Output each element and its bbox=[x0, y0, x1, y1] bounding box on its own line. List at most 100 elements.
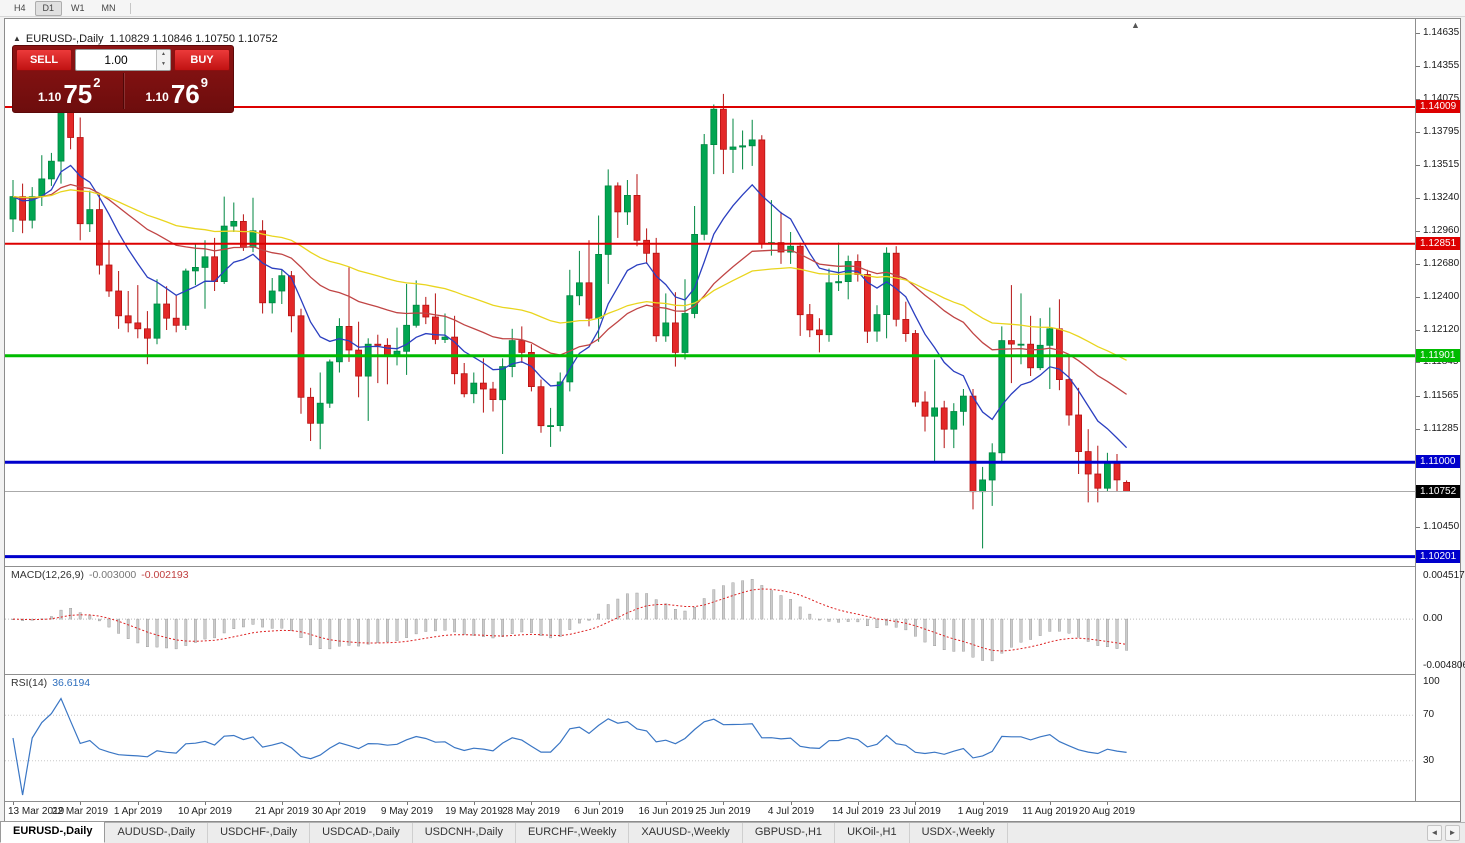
date-label: 19 May 2019 bbox=[445, 806, 503, 817]
price-tick: 1.12400 bbox=[1416, 291, 1460, 303]
macd-signal-value: -0.002193 bbox=[141, 569, 189, 581]
volume-value[interactable]: 1.00 bbox=[104, 53, 128, 67]
chart-window: ▲ EURUSD-,Daily 1.10829 1.10846 1.10750 1.… bbox=[4, 18, 1465, 822]
price-tick: 1.11285 bbox=[1416, 423, 1460, 435]
chart-title: ▲ EURUSD-,Daily 1.10829 1.10846 1.10750 1.… bbox=[13, 33, 278, 45]
ma-line-10 bbox=[12, 164, 1128, 449]
chart-ohlc-values: 1.10829 1.10846 1.10750 1.10752 bbox=[109, 33, 278, 45]
date-label: 30 Apr 2019 bbox=[312, 806, 366, 817]
ma-line-55 bbox=[12, 189, 1127, 361]
macd-name: MACD(12,26,9) bbox=[11, 569, 84, 581]
date-label: 16 Jun 2019 bbox=[638, 806, 694, 817]
timeframe-toolbar: H4 D1 W1 MN bbox=[0, 0, 1465, 17]
level-price-label: 1.11901 bbox=[1416, 349, 1460, 362]
price-divider bbox=[122, 73, 124, 109]
buy-price-pip: 9 bbox=[200, 75, 208, 90]
timeframe-button-w1[interactable]: W1 bbox=[63, 1, 93, 16]
spinner-down-icon[interactable]: ▼ bbox=[161, 61, 166, 67]
buy-price[interactable]: 1.10 76 9 bbox=[124, 73, 231, 109]
date-tick bbox=[531, 802, 532, 805]
sell-button[interactable]: SELL bbox=[16, 49, 72, 71]
symbol-tab-usdcnh-daily[interactable]: USDCNH-,Daily bbox=[412, 823, 516, 843]
macd-signal-line bbox=[12, 588, 1127, 652]
panel-divider[interactable] bbox=[5, 566, 1460, 567]
date-tick bbox=[1050, 802, 1051, 805]
buy-button[interactable]: BUY bbox=[174, 49, 230, 71]
chart-symbol-label: EURUSD-,Daily bbox=[25, 33, 104, 45]
rsi-axis-70: 70 bbox=[1423, 709, 1435, 720]
date-tick bbox=[282, 802, 283, 805]
sell-price[interactable]: 1.10 75 2 bbox=[16, 73, 123, 109]
date-tick bbox=[339, 802, 340, 805]
sell-price-pip: 2 bbox=[93, 75, 101, 90]
symbol-tab-eurchf-weekly[interactable]: EURCHF-,Weekly bbox=[515, 823, 630, 843]
symbol-tab-audusd-daily[interactable]: AUDUSD-,Daily bbox=[105, 823, 209, 843]
main-chart-canvas[interactable] bbox=[5, 19, 1415, 566]
date-label: 9 May 2019 bbox=[380, 806, 434, 817]
date-tick bbox=[666, 802, 667, 805]
date-label: 13 Mar 2019 bbox=[8, 806, 65, 817]
volume-spinner[interactable]: ▲ ▼ bbox=[156, 50, 170, 70]
spinner-up-icon[interactable]: ▲ bbox=[161, 51, 166, 57]
price-axis[interactable]: 0.004517 0.00 -0.004806 100 70 30 1.1463… bbox=[1415, 19, 1465, 801]
date-label: 25 Jun 2019 bbox=[695, 806, 751, 817]
date-label: 10 Apr 2019 bbox=[178, 806, 232, 817]
date-tick bbox=[138, 802, 139, 805]
date-tick bbox=[599, 802, 600, 805]
chart-shift-marker-icon[interactable]: ▲ bbox=[1131, 20, 1140, 30]
buy-price-prefix: 1.10 bbox=[145, 90, 169, 104]
date-tick bbox=[983, 802, 984, 805]
price-tick: 1.13515 bbox=[1416, 159, 1460, 171]
candles-layer bbox=[9, 51, 1130, 549]
timeframe-button-d1[interactable]: D1 bbox=[34, 0, 63, 16]
sell-price-prefix: 1.10 bbox=[37, 90, 62, 104]
rsi-axis-100: 100 bbox=[1423, 676, 1440, 687]
panel-divider[interactable] bbox=[5, 674, 1460, 675]
rsi-canvas[interactable] bbox=[5, 675, 1415, 801]
tabs-scroll-left-icon[interactable]: ◄ bbox=[1427, 825, 1442, 841]
symbol-tab-xauusd-weekly[interactable]: XAUUSD-,Weekly bbox=[629, 823, 743, 843]
level-price-label: 1.11000 bbox=[1416, 455, 1460, 468]
tabs-scroll-right-icon[interactable]: ► bbox=[1445, 825, 1460, 841]
macd-histogram bbox=[11, 579, 1129, 662]
buy-price-big: 76 bbox=[170, 79, 200, 109]
price-tick: 1.14635 bbox=[1416, 27, 1460, 39]
price-tick: 1.14075 bbox=[1416, 93, 1460, 105]
symbol-tab-usdcad-daily[interactable]: USDCAD-,Daily bbox=[310, 823, 413, 843]
price-tick: 1.14355 bbox=[1416, 60, 1460, 72]
ma-line-30 bbox=[12, 183, 1127, 395]
date-tick bbox=[1107, 802, 1108, 805]
level-price-label: 1.12851 bbox=[1416, 237, 1460, 250]
symbol-tab-ukoil-h1[interactable]: UKOil-,H1 bbox=[835, 823, 910, 843]
macd-label: MACD(12,26,9) -0.003000 -0.002193 bbox=[11, 569, 189, 581]
date-label: 6 Jun 2019 bbox=[574, 806, 624, 817]
timeframe-button-mn[interactable]: MN bbox=[94, 1, 124, 16]
timeframe-button-h4[interactable]: H4 bbox=[6, 1, 34, 16]
symbol-tab-gbpusd-h1[interactable]: GBPUSD-,H1 bbox=[742, 823, 836, 843]
date-label: 28 May 2019 bbox=[502, 806, 560, 817]
one-click-collapse-icon[interactable]: ▲ bbox=[13, 34, 21, 43]
sell-price-big: 75 bbox=[63, 79, 93, 109]
date-label: 20 Aug 2019 bbox=[1078, 806, 1136, 817]
price-tick: 1.12120 bbox=[1416, 324, 1460, 336]
toolbar-separator bbox=[129, 2, 131, 14]
level-price-label: 1.10201 bbox=[1416, 550, 1460, 563]
volume-stepper[interactable]: 1.00 ▲ ▼ bbox=[75, 49, 171, 71]
symbol-tab-usdchf-daily[interactable]: USDCHF-,Daily bbox=[208, 823, 311, 843]
symbol-tab-usdx-weekly[interactable]: USDX-,Weekly bbox=[909, 823, 1008, 843]
date-tick bbox=[915, 802, 916, 805]
tabs-scroll-controls: ◄ ► bbox=[1427, 823, 1465, 843]
price-tick: 1.11565 bbox=[1416, 390, 1460, 402]
symbol-tabbar: EURUSD-,Daily AUDUSD-,Daily USDCHF-,Daily U… bbox=[0, 821, 1465, 843]
date-label: 11 Aug 2019 bbox=[1022, 806, 1078, 817]
date-axis[interactable]: 13 Mar 2019 22 Mar 2019 1 Apr 2019 10 Apr 2… bbox=[5, 801, 1460, 821]
date-label: 23 Jul 2019 bbox=[889, 806, 941, 817]
symbol-tab-eurusd-daily[interactable]: EURUSD-,Daily bbox=[0, 821, 106, 843]
date-tick bbox=[205, 802, 206, 805]
date-label: 22 Mar 2019 bbox=[51, 806, 109, 817]
macd-canvas[interactable] bbox=[5, 567, 1415, 674]
price-tick: 1.13795 bbox=[1416, 126, 1460, 138]
one-click-trading-panel: SELL 1.00 ▲ ▼ BUY 1.10 75 2 1.10 76 9 bbox=[12, 45, 234, 113]
rsi-axis-30: 30 bbox=[1423, 755, 1435, 766]
